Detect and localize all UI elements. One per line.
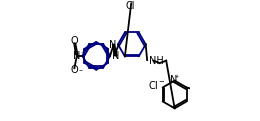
Text: O: O <box>70 36 78 46</box>
Text: $^-$: $^-$ <box>77 68 83 75</box>
Text: Cl$^-$: Cl$^-$ <box>148 79 166 91</box>
Text: Cl: Cl <box>126 1 135 11</box>
Text: N: N <box>109 40 116 50</box>
Text: N: N <box>112 51 119 60</box>
Text: $^+$: $^+$ <box>173 75 180 81</box>
Text: NH: NH <box>149 56 164 66</box>
Text: O: O <box>70 65 78 75</box>
Text: N: N <box>73 51 80 61</box>
Text: N: N <box>170 75 178 85</box>
Text: $^+$: $^+$ <box>79 51 86 57</box>
